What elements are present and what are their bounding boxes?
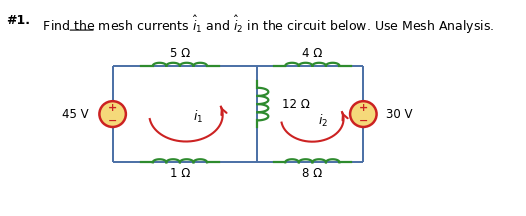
Ellipse shape bbox=[350, 101, 377, 127]
Text: 4 Ω: 4 Ω bbox=[302, 47, 322, 60]
Text: 8 Ω: 8 Ω bbox=[302, 167, 322, 180]
Text: $i_1$: $i_1$ bbox=[193, 108, 204, 125]
Text: +: + bbox=[359, 103, 368, 113]
Text: 5 Ω: 5 Ω bbox=[170, 47, 190, 60]
Text: 45 V: 45 V bbox=[62, 108, 88, 121]
Text: Find the mesh currents $\mathit{\hat{i}_1}$ and $\mathit{\hat{i}_2}$ in the circ: Find the mesh currents $\mathit{\hat{i}_… bbox=[39, 14, 494, 36]
Text: 30 V: 30 V bbox=[386, 108, 412, 121]
Ellipse shape bbox=[99, 101, 126, 127]
Text: #1.: #1. bbox=[6, 14, 31, 27]
Text: 1 Ω: 1 Ω bbox=[170, 167, 190, 180]
Text: −: − bbox=[108, 115, 117, 125]
Text: 12 Ω: 12 Ω bbox=[282, 98, 310, 111]
Text: $i_2$: $i_2$ bbox=[318, 113, 328, 129]
Text: −: − bbox=[359, 115, 368, 125]
Text: +: + bbox=[108, 103, 117, 113]
